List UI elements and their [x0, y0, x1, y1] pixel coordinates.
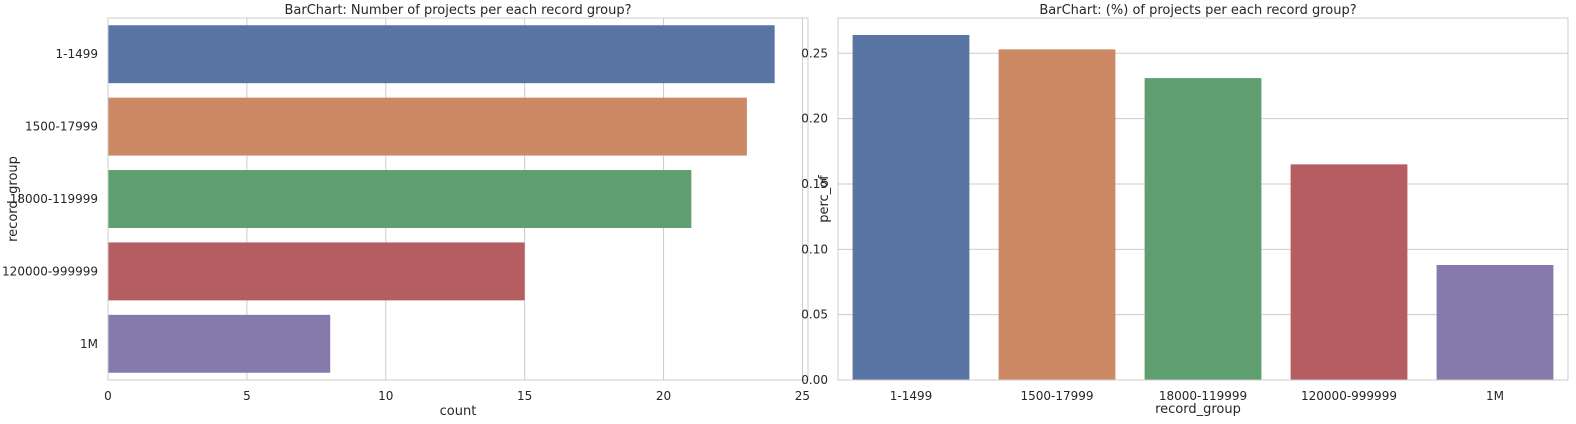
y-tick-label: 0.05	[801, 308, 828, 322]
x-tick-label: 20	[656, 389, 671, 403]
y-tick-labels: 0.00 0.05 0.10 0.15 0.20 0.25	[801, 46, 828, 387]
y-tick-label: 1-1499	[55, 47, 98, 61]
y-tick-label: 0.15	[801, 177, 828, 191]
x-tick-label: 0	[104, 389, 112, 403]
bar	[108, 25, 775, 84]
percent-bar-chart: BarChart: (%) of projects per each recor…	[801, 3, 1569, 417]
chart-title: BarChart: (%) of projects per each recor…	[1039, 3, 1356, 18]
y-tick-label: 1500-17999	[25, 120, 98, 134]
x-tick-label: 25	[795, 389, 810, 403]
y-tick-labels: 1-1499 1500-17999 18000-119999 120000-99999…	[2, 47, 98, 351]
bar	[1290, 164, 1408, 380]
x-tick-label: 1M	[1486, 389, 1504, 403]
x-axis-label: record_group	[1155, 402, 1241, 417]
y-tick-label: 1M	[80, 337, 98, 351]
y-tick-label: 0.00	[801, 373, 828, 387]
bar	[108, 314, 331, 373]
y-axis-label: perc_of	[817, 175, 832, 223]
x-axis-label: count	[440, 404, 477, 419]
bar	[852, 34, 970, 381]
y-tick-label: 0.20	[801, 112, 828, 126]
x-tick-label: 1-1499	[890, 389, 933, 403]
y-tick-label: 0.10	[801, 242, 828, 256]
y-tick-label: 0.25	[801, 46, 828, 60]
bar	[1144, 78, 1262, 380]
y-tick-label: 120000-999999	[2, 264, 98, 278]
bar	[108, 170, 692, 228]
bars	[108, 25, 775, 373]
y-axis-label: record_group	[6, 156, 21, 242]
bar	[108, 242, 525, 301]
count-bar-chart: BarChart: Number of projects per each re…	[2, 3, 810, 419]
chart-title: BarChart: Number of projects per each re…	[284, 3, 631, 18]
y-tick-label: 18000-119999	[10, 192, 98, 206]
x-tick-label: 18000-119999	[1159, 389, 1247, 403]
bar	[1436, 264, 1554, 380]
bars	[852, 34, 1554, 381]
x-tick-label: 120000-999999	[1301, 389, 1397, 403]
x-tick-label: 1500-17999	[1020, 389, 1093, 403]
x-tick-label: 5	[243, 389, 251, 403]
bar	[108, 97, 747, 156]
x-tick-labels: 0 5 10 15 20 25	[104, 389, 810, 403]
x-tick-label: 10	[378, 389, 393, 403]
bar	[998, 49, 1116, 380]
x-tick-labels: 1-1499 1500-17999 18000-119999 120000-99999…	[890, 389, 1504, 403]
x-tick-label: 15	[517, 389, 532, 403]
plot-frame	[837, 17, 1569, 381]
plot-frame	[107, 17, 809, 381]
